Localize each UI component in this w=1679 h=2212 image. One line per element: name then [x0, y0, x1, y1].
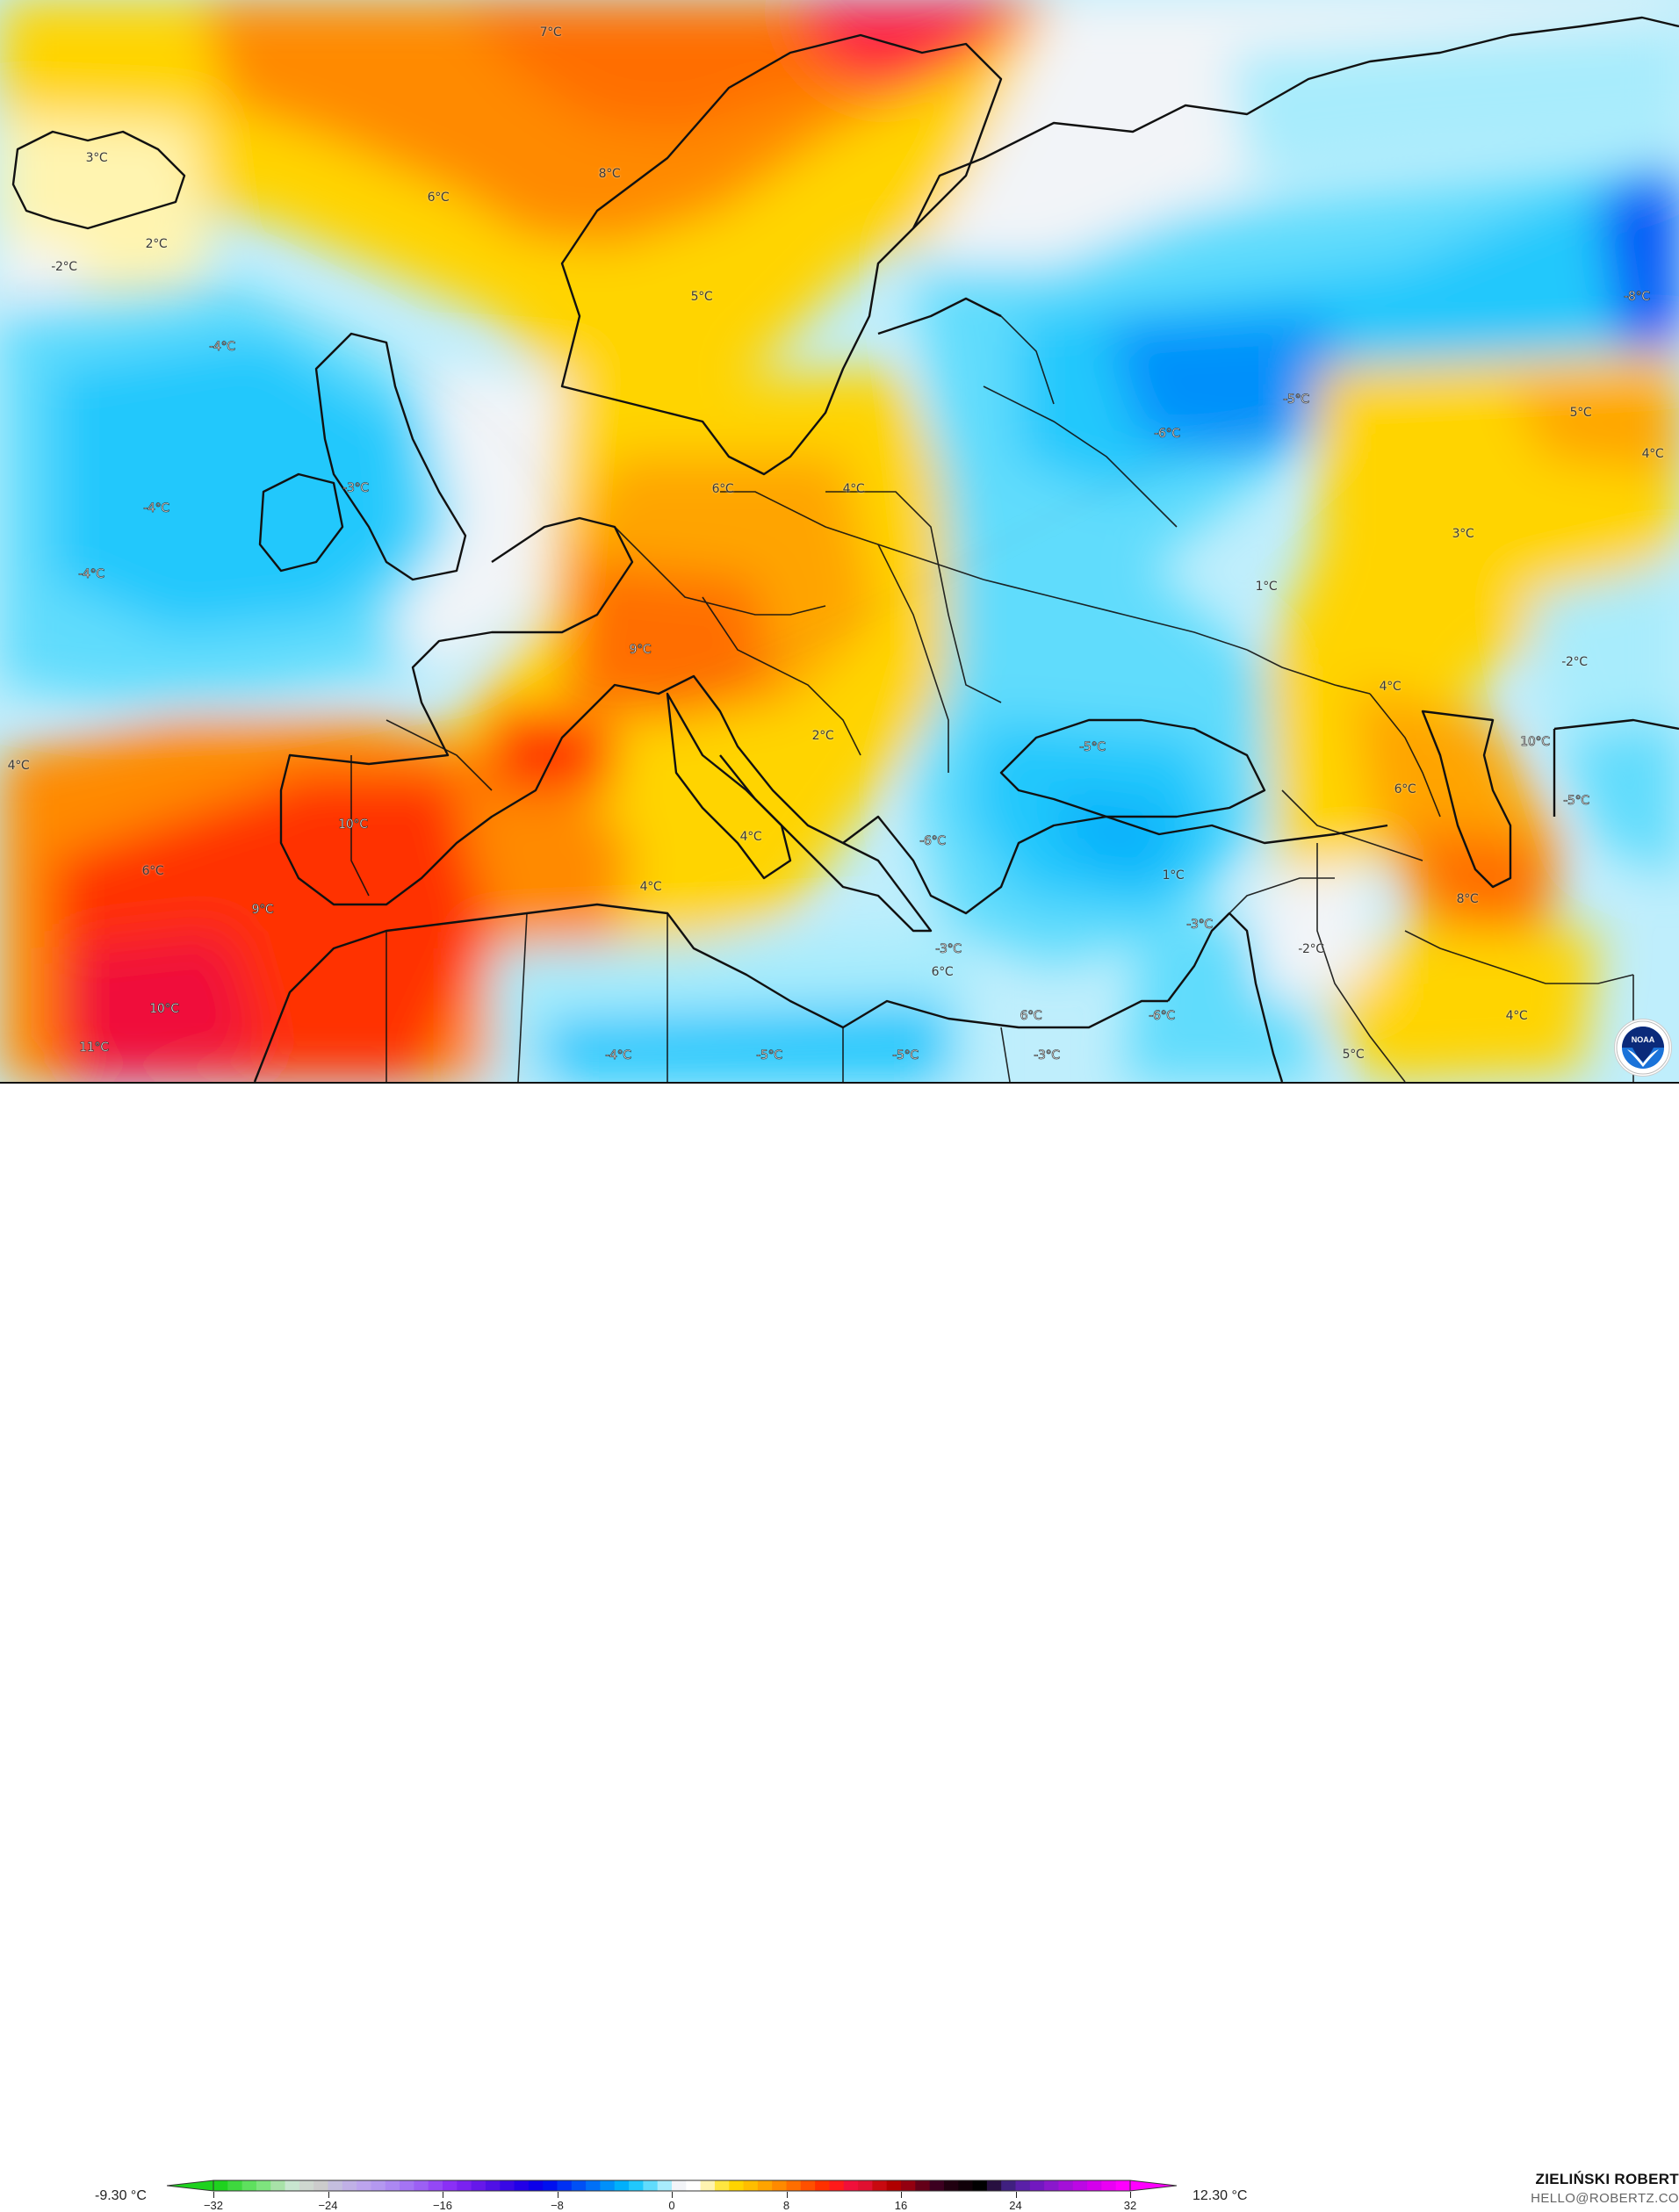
- temperature-label: -4°C: [143, 501, 169, 516]
- temperature-label: 8°C: [598, 167, 621, 181]
- temperature-label: 3°C: [85, 151, 108, 165]
- temperature-label: -4°C: [605, 1048, 631, 1063]
- temperature-label: 4°C: [7, 759, 30, 773]
- temperature-label: -6°C: [1154, 427, 1180, 442]
- colorbar-tick-label: −8: [551, 2199, 564, 2212]
- temperature-label: 10°C: [338, 818, 368, 832]
- colorbar-min-value: -9.30 °C: [95, 2188, 147, 2203]
- noaa-logo: NOAA: [1614, 1019, 1672, 1077]
- temperature-label: -3°C: [1034, 1048, 1060, 1063]
- temperature-label: -2°C: [1561, 655, 1588, 669]
- colorbar-tick-label: 8: [782, 2199, 790, 2212]
- colorbar: [167, 2180, 1177, 2192]
- colorbar-tick-label: 0: [668, 2199, 675, 2212]
- temperature-label: 6°C: [141, 864, 164, 878]
- temperature-label: 5°C: [1342, 1048, 1365, 1062]
- country-borders: [350, 315, 1634, 1082]
- temperature-label: 1°C: [1162, 868, 1185, 883]
- colorbar-max-value: 12.30 °C: [1193, 2188, 1248, 2203]
- temperature-label: -5°C: [1079, 740, 1106, 755]
- temperature-label: 4°C: [1641, 447, 1664, 461]
- colorbar-tick-label: 32: [1123, 2199, 1137, 2212]
- temperature-label: 4°C: [842, 482, 865, 496]
- colorbar-tick: [213, 2192, 214, 2198]
- colorbar-tick-label: −24: [318, 2199, 338, 2212]
- temperature-label: 4°C: [1505, 1009, 1528, 1023]
- colorbar-tick-label: 16: [894, 2199, 908, 2212]
- temperature-label: 6°C: [427, 191, 450, 205]
- colorbar-tick: [1015, 2192, 1017, 2198]
- colorbar-tick: [672, 2192, 673, 2198]
- temperature-label: 4°C: [639, 880, 662, 894]
- temperature-label: 10°C: [1520, 735, 1550, 750]
- colorbar-tick-label: 24: [1009, 2199, 1022, 2212]
- temperature-label: 2°C: [145, 237, 168, 251]
- temperature-label: 6°C: [931, 965, 954, 979]
- coastlines: [11, 16, 1679, 1082]
- temperature-label: -2°C: [51, 260, 77, 274]
- temperature-label: -5°C: [1563, 794, 1589, 809]
- author-email: HELLO@ROBERTZ.CO: [1531, 2191, 1679, 2206]
- temperature-label: -6°C: [919, 834, 946, 849]
- temperature-label: -3°C: [1186, 918, 1213, 933]
- temperature-label: 5°C: [1569, 406, 1592, 420]
- temperature-label: 2°C: [811, 729, 834, 743]
- colorbar-tick: [328, 2192, 329, 2198]
- temperature-label: -2°C: [1298, 942, 1324, 956]
- temperature-label: 10°C: [149, 1002, 179, 1017]
- temperature-label: 11°C: [79, 1041, 109, 1056]
- temperature-label: -3°C: [935, 942, 962, 957]
- temperature-map: 7°C 3°C 8°C 6°C 2°C -2°C 5°C -8°C -4°C -5°C 5°C -6°…: [0, 0, 1679, 1084]
- author-name: ZIELIŃSKI ROBERT: [1535, 2171, 1679, 2187]
- colorbar-tick-label: −32: [203, 2199, 224, 2212]
- temperature-label: 5°C: [690, 290, 713, 304]
- temperature-label: 7°C: [539, 25, 562, 40]
- temperature-label: 3°C: [1452, 527, 1474, 541]
- colorbar-tick: [786, 2192, 788, 2198]
- temperature-field: [0, 0, 1679, 1082]
- temperature-label: 1°C: [1255, 580, 1278, 594]
- temperature-label: -4°C: [78, 567, 104, 582]
- temperature-label: -3°C: [342, 481, 369, 496]
- temperature-label: 8°C: [1456, 892, 1479, 906]
- author-credit: ZIELIŃSKI ROBERT HELLO@ROBERTZ.CO: [1531, 2171, 1679, 2206]
- colorbar-tick: [901, 2192, 902, 2198]
- temperature-label: 6°C: [1020, 1009, 1042, 1024]
- temperature-label: -6°C: [1149, 1009, 1175, 1024]
- temperature-label: 6°C: [1394, 782, 1416, 796]
- temperature-label: -5°C: [756, 1048, 782, 1063]
- temperature-label: 4°C: [739, 830, 762, 844]
- temperature-label: -4°C: [209, 340, 235, 355]
- temperature-label: 9°C: [629, 643, 652, 658]
- svg-text:NOAA: NOAA: [1632, 1035, 1655, 1044]
- temperature-label: 9°C: [251, 903, 274, 918]
- colorbar-tick: [1130, 2192, 1131, 2198]
- colorbar-tick-label: −16: [432, 2199, 453, 2212]
- temperature-label: -8°C: [1624, 290, 1650, 305]
- temperature-label: 4°C: [1379, 680, 1402, 694]
- temperature-label: 6°C: [711, 482, 734, 496]
- temperature-label: -5°C: [1283, 393, 1309, 407]
- noaa-logo-icon: NOAA: [1616, 1020, 1670, 1075]
- legend-footer: -9.30 °C −32 −24 −16 −8 0 8 16 24 32 12.30 °C ZI…: [0, 1084, 1679, 2212]
- temperature-label: -5°C: [892, 1048, 919, 1063]
